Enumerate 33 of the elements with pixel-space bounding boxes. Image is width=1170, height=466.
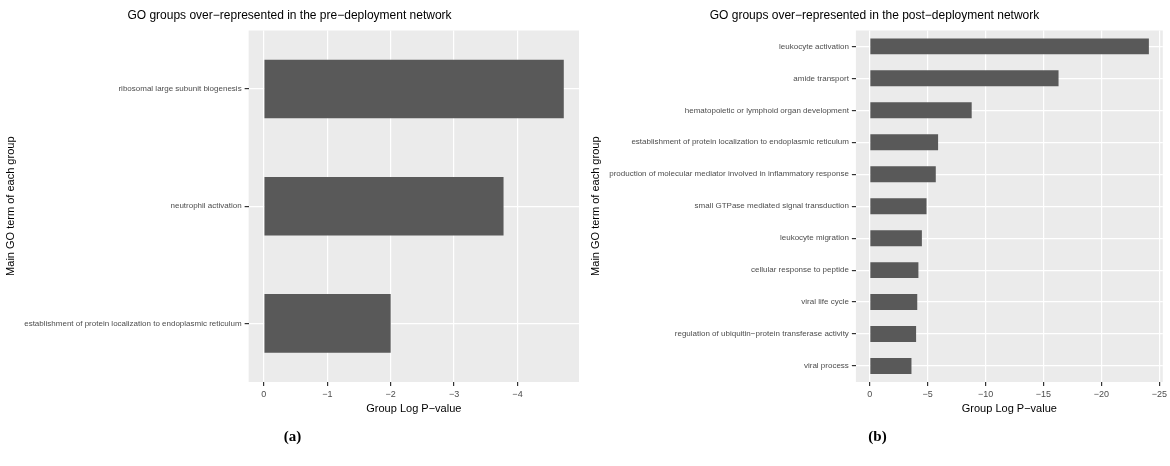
y-tick-label: ribosomal large subunit biogenesis [118,84,242,94]
text: (a) [282,428,303,445]
y-tick-label: hematopoietic or lymphoid organ development [684,105,850,115]
x-tick-label: −2 [385,388,396,399]
text: (b) [867,428,888,445]
x-tick-label: −15 [1035,388,1052,399]
y-tick-label: small GTPase mediated signal transduction [694,201,849,211]
y-tick-label: amide transport [793,73,850,83]
x-tick-label: −25 [1151,388,1167,399]
x-axis-title: Group Log P−value [961,402,1057,415]
y-tick-label: regulation of ubiquitin−protein transferase activity [674,329,849,339]
x-axis-title: Group Log P−value [366,402,462,415]
y-tick-label: cellular response to peptide [751,265,850,275]
y-tick-label: viral life cycle [801,297,850,307]
chart-title: GO groups over−represented in the pre−deployment network [127,7,453,22]
y-axis-title: Main GO term of each group [588,136,601,276]
chart-title: GO groups over−represented in the post−deployment network [709,7,1041,22]
y-tick-label: establishment of protein localization to endoplasmic reticulum [631,137,850,147]
y-tick-label: establishment of protein localization to endoplasmic reticulum [24,318,242,328]
x-tick-label: −3 [448,388,460,399]
y-tick-label: viral process [803,361,849,371]
x-tick-label: −5 [922,388,933,399]
x-tick-label: 0 [867,388,873,399]
x-tick-label: 0 [261,388,267,399]
y-axis-title: Main GO term of each group [3,136,16,276]
y-tick-label: production of molecular mediator involved in inflammatory response [609,169,850,179]
x-tick-label: −4 [512,388,523,399]
y-tick-label: leukocyte activation [779,41,849,51]
x-tick-label: −1 [322,388,333,399]
y-tick-label: neutrophil activation [170,201,242,211]
y-tick-label: leukocyte migration [779,233,849,243]
x-tick-label: −10 [977,388,994,399]
x-tick-label: −20 [1093,388,1110,399]
